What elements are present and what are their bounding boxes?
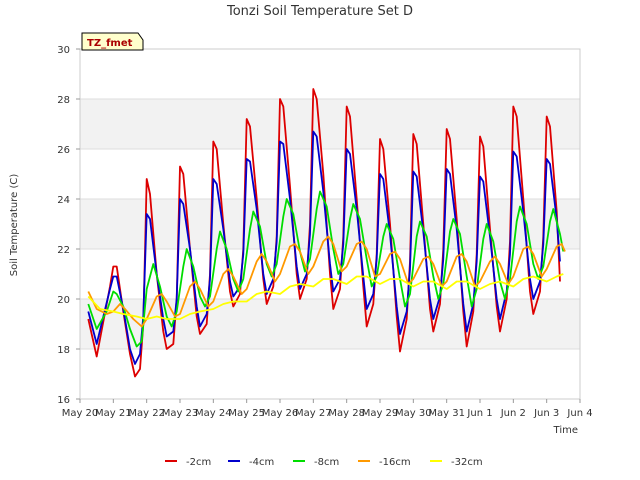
x-tick-label: May 21 — [95, 408, 132, 419]
legend-label: -32cm — [451, 457, 483, 468]
series-line-neg8cm — [87, 190, 565, 348]
x-tick-label: May 31 — [428, 408, 465, 419]
y-tick-label: 16 — [57, 395, 70, 406]
legend: -2cm -4cm -8cm -16cm -32cm — [165, 457, 483, 468]
legend-label: -8cm — [314, 457, 339, 468]
x-tick-label: May 25 — [228, 408, 265, 419]
legend-item: -4cm — [228, 457, 274, 468]
badge-label: TZ_fmet — [87, 38, 133, 49]
y-tick-label: 22 — [57, 245, 70, 256]
y-tick-label: 28 — [57, 95, 70, 106]
x-tick-label: May 26 — [262, 408, 299, 419]
legend-label: -4cm — [249, 457, 274, 468]
y-tick-label: 18 — [57, 345, 70, 356]
x-tick-label: May 30 — [395, 408, 432, 419]
legend-item: -8cm — [293, 457, 339, 468]
badge-box — [81, 32, 144, 51]
site-badge: TZ_fmet — [81, 32, 144, 51]
x-tick-label: May 23 — [162, 408, 199, 419]
legend-label: -2cm — [186, 457, 211, 468]
legend-item: -32cm — [430, 457, 483, 468]
series-layer — [87, 88, 566, 378]
plot-band — [80, 349, 580, 399]
y-tick-label: 20 — [57, 295, 70, 306]
y-tick-label: 26 — [57, 145, 70, 156]
x-tick-label: May 27 — [295, 408, 332, 419]
plot-band — [80, 99, 580, 149]
y-tick-label: 30 — [57, 45, 70, 56]
plot-band — [80, 49, 580, 99]
y-tick-label: 24 — [57, 195, 70, 206]
x-tick-label: May 29 — [362, 408, 399, 419]
legend-label: -16cm — [379, 457, 411, 468]
x-tick-label: Jun 1 — [466, 408, 492, 419]
x-tick-label: May 24 — [195, 408, 232, 419]
x-tick-label: Jun 4 — [566, 408, 592, 419]
x-axis-title: Time — [553, 425, 578, 436]
legend-item: -2cm — [165, 457, 211, 468]
x-tick-label: May 22 — [128, 408, 165, 419]
y-axis-title: Soil Temperature (C) — [9, 174, 20, 277]
x-tick-label: May 20 — [62, 408, 99, 419]
plot-frame — [79, 48, 581, 400]
plot-band — [80, 149, 580, 199]
legend-item: -16cm — [358, 457, 411, 468]
chart-title: Tonzi Soil Temperature Set D — [226, 4, 413, 19]
x-tick-label: Jun 3 — [533, 408, 559, 419]
x-tick-label: May 28 — [328, 408, 365, 419]
series-line-neg32cm — [87, 273, 564, 320]
series-line-neg16cm — [87, 235, 566, 328]
x-tick-label: Jun 2 — [500, 408, 526, 419]
series-line-neg4cm — [87, 130, 561, 365]
y-axis-ticks: 16 18 20 22 24 26 28 30 — [57, 45, 80, 406]
